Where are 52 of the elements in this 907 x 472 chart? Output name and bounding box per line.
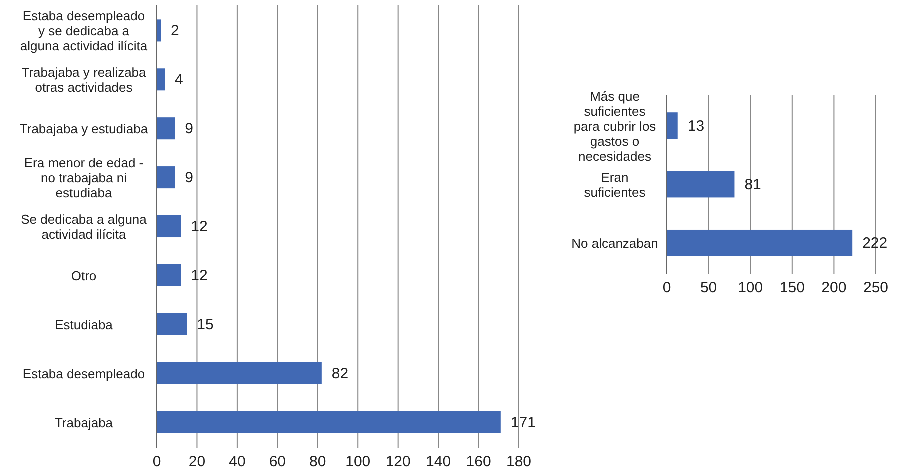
bar <box>157 20 162 42</box>
x-tick-label: 60 <box>269 454 286 471</box>
y-tick-label: Trabajaba y realizaba otras actividades <box>22 65 148 96</box>
x-tick-label: 150 <box>780 280 805 297</box>
data-label: 81 <box>744 176 762 194</box>
bar <box>157 166 176 189</box>
bar <box>667 112 678 140</box>
data-label: 4 <box>175 72 184 89</box>
x-tick-label: 0 <box>662 280 672 297</box>
y-tick-label: Estaba desempleado <box>22 366 146 382</box>
bar <box>157 215 182 238</box>
x-tick-label: 120 <box>386 454 411 471</box>
y-tick-label: Estaba desempleado y se dedicaba a alguna actividad ilícita <box>20 8 148 54</box>
data-label: 12 <box>191 218 208 236</box>
x-tick-label: 40 <box>229 454 246 471</box>
x-tick-label: 160 <box>466 454 492 471</box>
data-label: 222 <box>862 235 888 252</box>
y-tick-label: Eran suficientes <box>584 170 646 200</box>
x-tick-label: 100 <box>738 280 764 297</box>
bar <box>667 230 853 256</box>
bar <box>157 362 322 384</box>
x-tick-label: 180 <box>506 454 532 471</box>
data-label: 15 <box>197 316 214 334</box>
x-tick-label: 200 <box>822 280 847 297</box>
y-tick-label: Más que suficientes para cubrir los gastos o necesidades <box>574 88 657 164</box>
y-tick-label: No alcanzaban <box>572 236 658 252</box>
x-tick-label: 100 <box>346 454 371 471</box>
y-tick-label: Otro <box>71 268 97 284</box>
bar <box>157 264 182 286</box>
y-tick-label: Estudiaba <box>55 317 114 332</box>
y-tick-label: Trabajaba <box>54 415 114 430</box>
data-label: 13 <box>688 118 705 135</box>
bar <box>157 411 501 434</box>
x-tick-label: 80 <box>310 454 326 471</box>
data-label: 82 <box>332 365 349 382</box>
data-label: 171 <box>510 414 536 432</box>
y-tick-label: Se dedicaba a alguna actividad ilícita <box>21 212 148 242</box>
bar <box>157 313 188 336</box>
y-tick-label: Era menor de edad - no trabajaba ni estudiaba <box>24 156 144 201</box>
x-tick-label: 50 <box>700 280 718 297</box>
x-tick-label: 250 <box>863 280 889 297</box>
data-label: 12 <box>191 267 208 284</box>
bar <box>667 171 735 198</box>
data-label: 9 <box>185 120 194 138</box>
data-label: 2 <box>171 22 180 40</box>
bar <box>157 68 166 91</box>
x-tick-label: 140 <box>426 454 452 471</box>
bar <box>157 118 176 140</box>
x-tick-label: 0 <box>152 454 162 471</box>
x-tick-label: 20 <box>188 454 206 471</box>
data-label: 9 <box>185 170 194 187</box>
y-tick-label: Trabajaba y estudiaba <box>20 122 149 137</box>
